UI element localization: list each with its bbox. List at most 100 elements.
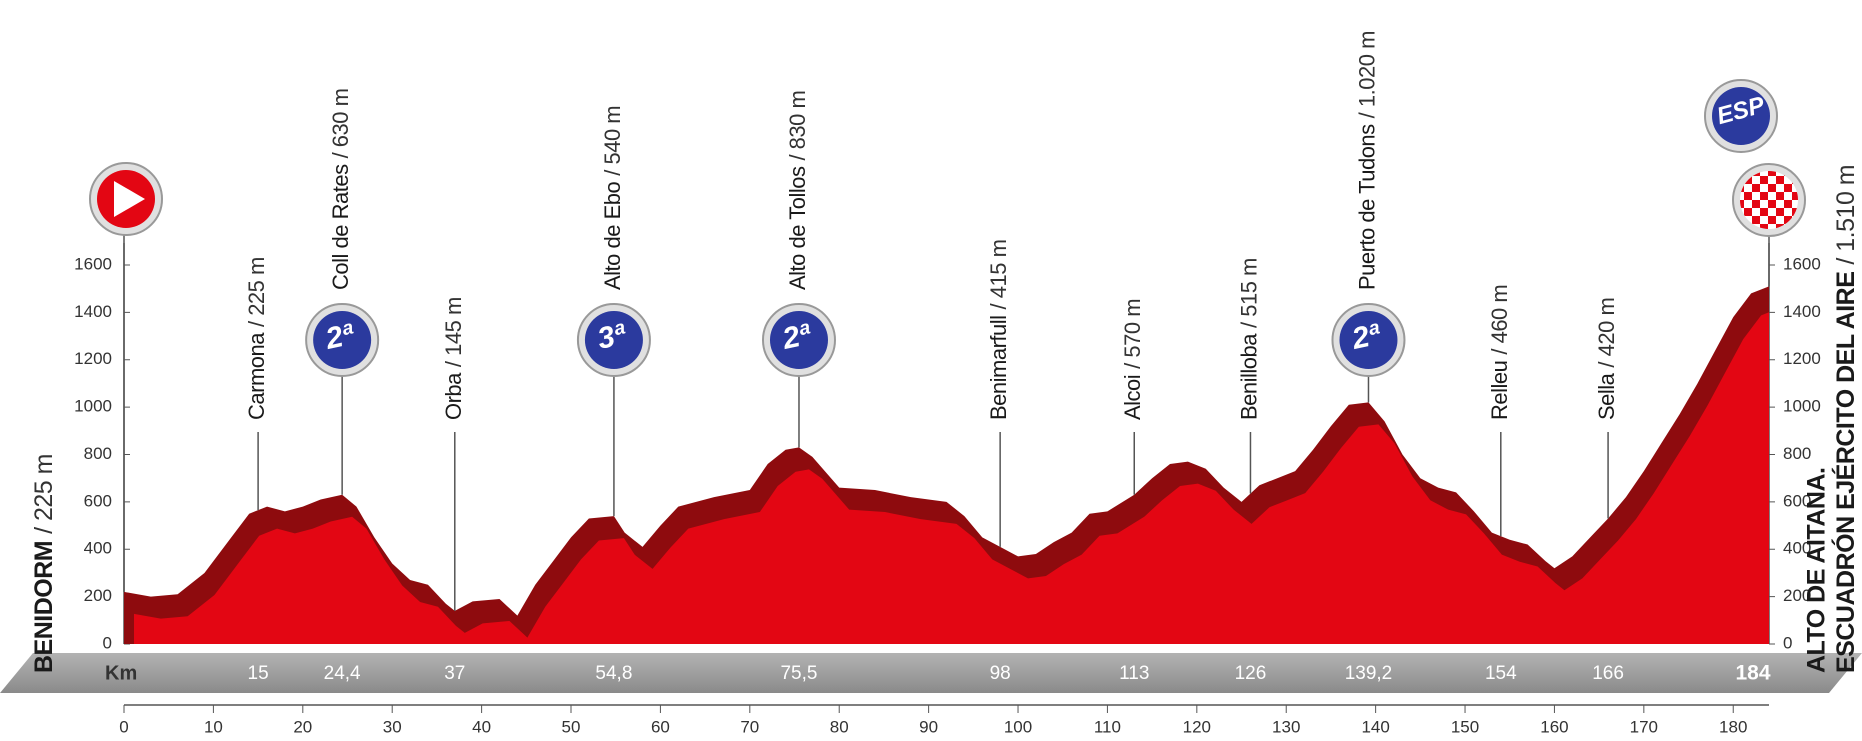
x-tick-label: 120 — [1183, 717, 1211, 736]
x-tick-label: 20 — [293, 717, 312, 736]
y-tick-label: 200 — [1783, 586, 1811, 605]
x-tick-label: 40 — [472, 717, 491, 736]
y-tick-label: 0 — [1783, 633, 1792, 652]
poi-elevation: / 830 m — [785, 91, 810, 161]
poi-label: Sella / 420 m — [1594, 298, 1619, 420]
y-tick-label: 1200 — [74, 349, 112, 368]
poi-label: Puerto de Tudons / 1.020 m — [1354, 31, 1379, 290]
y-tick-label: 1600 — [74, 254, 112, 273]
poi-name: Alto de Ebo — [600, 181, 625, 290]
y-tick-label: 0 — [103, 633, 112, 652]
y-tick-label: 1000 — [74, 397, 112, 416]
band-km-label: 37 — [444, 663, 465, 684]
esp-badge-inner — [1712, 87, 1770, 145]
x-tick-label: 90 — [919, 717, 938, 736]
y-tick-label: 1600 — [1783, 254, 1821, 273]
x-tick-label: 130 — [1272, 717, 1300, 736]
x-tick-label: 10 — [204, 717, 223, 736]
y-tick-label: 400 — [1783, 539, 1811, 558]
category-badge-inner — [769, 311, 828, 369]
band-km-label: 184 — [1735, 662, 1770, 685]
band-km-label: 166 — [1592, 663, 1624, 684]
poi-label: Relleu / 460 m — [1487, 285, 1512, 420]
x-tick-label: 70 — [740, 717, 759, 736]
poi-name: Coll de Rates — [328, 164, 353, 290]
x-tick-label: 150 — [1451, 717, 1479, 736]
poi-name: Puerto de Tudons — [1354, 124, 1379, 290]
poi-elevation: / 415 m — [986, 240, 1011, 310]
poi-elevation: / 145 m — [441, 297, 466, 367]
finish-label-2: ESCUADRÓN EJÉRCITO DEL AIRE / 1.510 m — [1830, 165, 1860, 673]
band-km-label: 113 — [1119, 663, 1149, 684]
category-badge-inner — [313, 311, 372, 369]
poi-elevation: / 570 m — [1120, 299, 1145, 369]
category-badge-inner — [1339, 311, 1398, 369]
poi-label: Carmona / 225 m — [244, 257, 269, 420]
poi-name: Benimarfull — [986, 315, 1011, 420]
poi-label: Orba / 145 m — [441, 297, 466, 420]
poi-name: Sella — [1594, 372, 1619, 420]
poi-label: Benilloba / 515 m — [1236, 258, 1261, 420]
y-tick-label: 200 — [84, 586, 112, 605]
poi-elevation: / 460 m — [1487, 285, 1512, 355]
band-km-label: 139,2 — [1345, 663, 1393, 684]
y-tick-label: 1000 — [1783, 397, 1821, 416]
y-tick-label: 1400 — [1783, 302, 1821, 321]
poi-label: Alcoi / 570 m — [1120, 299, 1145, 420]
start-elevation: / 225 m — [30, 454, 58, 534]
band-km-label: 54,8 — [595, 663, 632, 684]
band-km-label: 24,4 — [324, 663, 361, 684]
y-tick-label: 800 — [84, 444, 112, 463]
band-km-label: 75,5 — [780, 663, 817, 684]
band-km-label: 15 — [248, 663, 269, 684]
x-tick-label: 100 — [1004, 717, 1032, 736]
poi-elevation: / 515 m — [1236, 258, 1261, 328]
y-tick-label: 600 — [1783, 491, 1811, 510]
x-tick-label: 160 — [1540, 717, 1568, 736]
finish-label-1: ALTO DE AITANA. — [1803, 468, 1831, 673]
poi-label: Alto de Tollos / 830 m — [785, 91, 810, 290]
poi-elevation: / 630 m — [328, 89, 353, 159]
y-tick-label: 400 — [84, 539, 112, 558]
profile — [134, 312, 1769, 644]
x-tick-label: 0 — [119, 717, 128, 736]
finish-elevation: / 1.510 m — [1832, 165, 1860, 265]
start-label: BENIDORM / 225 m — [30, 454, 58, 673]
poi-name: Relleu — [1487, 361, 1512, 420]
x-tick-label: 170 — [1630, 717, 1658, 736]
y-tick-label: 1400 — [74, 302, 112, 321]
y-tick-label: 1200 — [1783, 349, 1821, 368]
poi-elevation: / 1.020 m — [1354, 31, 1379, 118]
finish-icon — [1740, 171, 1798, 229]
poi-elevation: / 420 m — [1594, 298, 1619, 368]
km-band-label: Km — [105, 662, 137, 684]
poi-elevation: / 225 m — [244, 257, 269, 327]
profile-group — [124, 286, 1769, 644]
poi-elevation: / 540 m — [600, 106, 625, 176]
poi-label: Coll de Rates / 630 m — [328, 89, 353, 290]
x-tick-label: 60 — [651, 717, 670, 736]
x-tick-label: 30 — [383, 717, 402, 736]
start-icon — [114, 181, 145, 217]
x-tick-label: 180 — [1719, 717, 1747, 736]
poi-name: Benilloba — [1236, 333, 1261, 420]
poi-label: Benimarfull / 415 m — [986, 240, 1011, 420]
poi-name: Alcoi — [1120, 375, 1145, 420]
poi-name: Carmona — [244, 332, 269, 420]
poi-name: Orba — [441, 372, 466, 420]
x-tick-label: 50 — [562, 717, 581, 736]
category-badge-inner — [584, 311, 643, 369]
x-tick-label: 140 — [1361, 717, 1389, 736]
band-km-label: 98 — [990, 663, 1011, 684]
x-tick-label: 110 — [1094, 717, 1121, 736]
start-name: BENIDORM — [30, 541, 58, 673]
poi-name: Alto de Tollos — [785, 166, 810, 290]
x-tick-label: 80 — [830, 717, 849, 736]
band-km-label: 126 — [1235, 663, 1267, 684]
km-band — [0, 653, 1862, 693]
finish-name: ESCUADRÓN EJÉRCITO DEL AIRE — [1830, 272, 1860, 673]
band-km-label: 154 — [1485, 663, 1517, 684]
poi-label: Alto de Ebo / 540 m — [600, 106, 625, 290]
